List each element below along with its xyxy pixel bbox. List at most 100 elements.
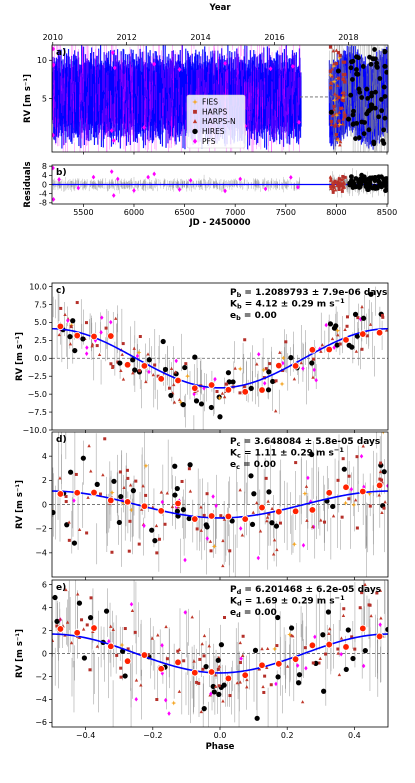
fies-point — [380, 432, 386, 435]
harps-point — [126, 476, 130, 480]
phase-bin-point — [375, 329, 384, 337]
harps-point — [341, 174, 345, 178]
harps-point — [341, 98, 346, 103]
harps-point — [379, 461, 383, 465]
pfs-point — [110, 50, 115, 56]
hires-point — [132, 367, 138, 373]
phase-bin-point — [140, 362, 149, 370]
pfs-point — [52, 197, 56, 202]
phase-bin-point — [191, 384, 199, 392]
harps-point — [375, 591, 379, 595]
hires-point — [270, 378, 276, 385]
hires-point — [275, 614, 281, 621]
pfs-point — [205, 536, 210, 541]
hires-point — [359, 172, 365, 178]
harps-n-point — [331, 514, 336, 518]
hires-point — [376, 114, 382, 120]
harps-n-point — [170, 504, 175, 509]
harps-point — [341, 457, 345, 461]
pfs-point — [99, 330, 103, 335]
harps-point — [98, 492, 102, 496]
phase-bin-point — [359, 330, 367, 338]
phase-bin-point — [291, 507, 300, 515]
pfs-point — [91, 174, 96, 180]
pfs-point — [188, 177, 193, 183]
harps-n-point — [329, 122, 334, 127]
harps-point — [64, 500, 68, 504]
harps-point — [347, 497, 351, 501]
pfs-point — [239, 656, 243, 661]
orbit-annotation: ec = 0.00 — [230, 460, 276, 471]
hires-point — [381, 469, 387, 475]
pfs-point — [109, 169, 114, 175]
harps-n-point — [86, 495, 90, 499]
hires-point — [364, 86, 370, 92]
harps-point — [67, 538, 71, 542]
harps-n-point — [76, 592, 80, 596]
ann-subscript: b — [237, 303, 242, 311]
phase-bin-point — [258, 503, 266, 512]
panel-b-xtick-label: 6500 — [174, 208, 194, 217]
pfs-point — [147, 369, 151, 375]
hires-point — [341, 466, 347, 472]
hires-point — [187, 462, 193, 468]
hires-point — [252, 647, 259, 653]
hires-point — [116, 519, 122, 526]
harps-n-point — [67, 520, 71, 524]
pfs-point — [223, 60, 227, 66]
pfs-point — [76, 185, 81, 191]
harps-n-point — [122, 485, 126, 490]
harps-n-point — [341, 176, 345, 181]
harps-point — [329, 119, 333, 124]
hires-point — [384, 69, 388, 75]
harps-n-point — [331, 48, 336, 53]
pfs-point — [211, 494, 215, 499]
hires-point — [348, 174, 354, 180]
year-tick-label: 2018 — [338, 33, 358, 42]
phase-bin-point — [308, 346, 317, 354]
pfs-point — [268, 66, 273, 72]
harps-n-point — [329, 81, 334, 85]
hires-point — [248, 385, 254, 391]
hires-point — [87, 615, 94, 621]
harps-n-point — [251, 510, 255, 514]
hires-point — [162, 366, 169, 373]
harps-point — [59, 306, 63, 310]
hires-point — [80, 455, 86, 461]
harps-point — [163, 522, 167, 526]
fies-point — [143, 463, 149, 469]
panel-d-ytick-label: −4 — [35, 549, 47, 558]
phase-bin-point — [174, 376, 182, 385]
pfs-point — [359, 453, 364, 459]
harps-n-point — [304, 484, 309, 488]
pfs-point — [324, 322, 328, 328]
hires-point — [382, 48, 388, 54]
ann-symbol: K — [230, 449, 238, 459]
fies-point — [109, 490, 115, 496]
harps-point — [198, 657, 202, 661]
harps-n-point — [221, 538, 225, 543]
harps-n-point — [329, 184, 333, 188]
pfs-point — [358, 316, 363, 322]
panel-d-ytick-label: 2 — [42, 476, 47, 485]
orbit-annotation: Kc = 1.11 ± 0.29 m s−1 — [230, 446, 344, 460]
hires-point — [350, 58, 356, 64]
pfs-point — [109, 319, 113, 325]
harps-n-point — [329, 186, 333, 190]
panel-c-ytick-label: 10.0 — [29, 282, 47, 291]
harps-n-point — [336, 333, 340, 337]
hires-point — [192, 354, 198, 360]
harps-point — [336, 478, 340, 482]
hires-point — [354, 67, 359, 72]
harps-point — [355, 526, 359, 530]
hires-point — [174, 508, 181, 514]
harps-n-point — [299, 361, 303, 365]
harps-n-point — [332, 92, 337, 96]
hires-point — [374, 60, 380, 66]
harps-point — [382, 506, 386, 510]
fies-point — [178, 399, 184, 405]
harps-n-point — [192, 119, 198, 124]
hires-point — [193, 398, 200, 404]
orbit-annotation: eb = 0.00 — [230, 311, 277, 322]
phase-bin-point — [359, 487, 367, 496]
